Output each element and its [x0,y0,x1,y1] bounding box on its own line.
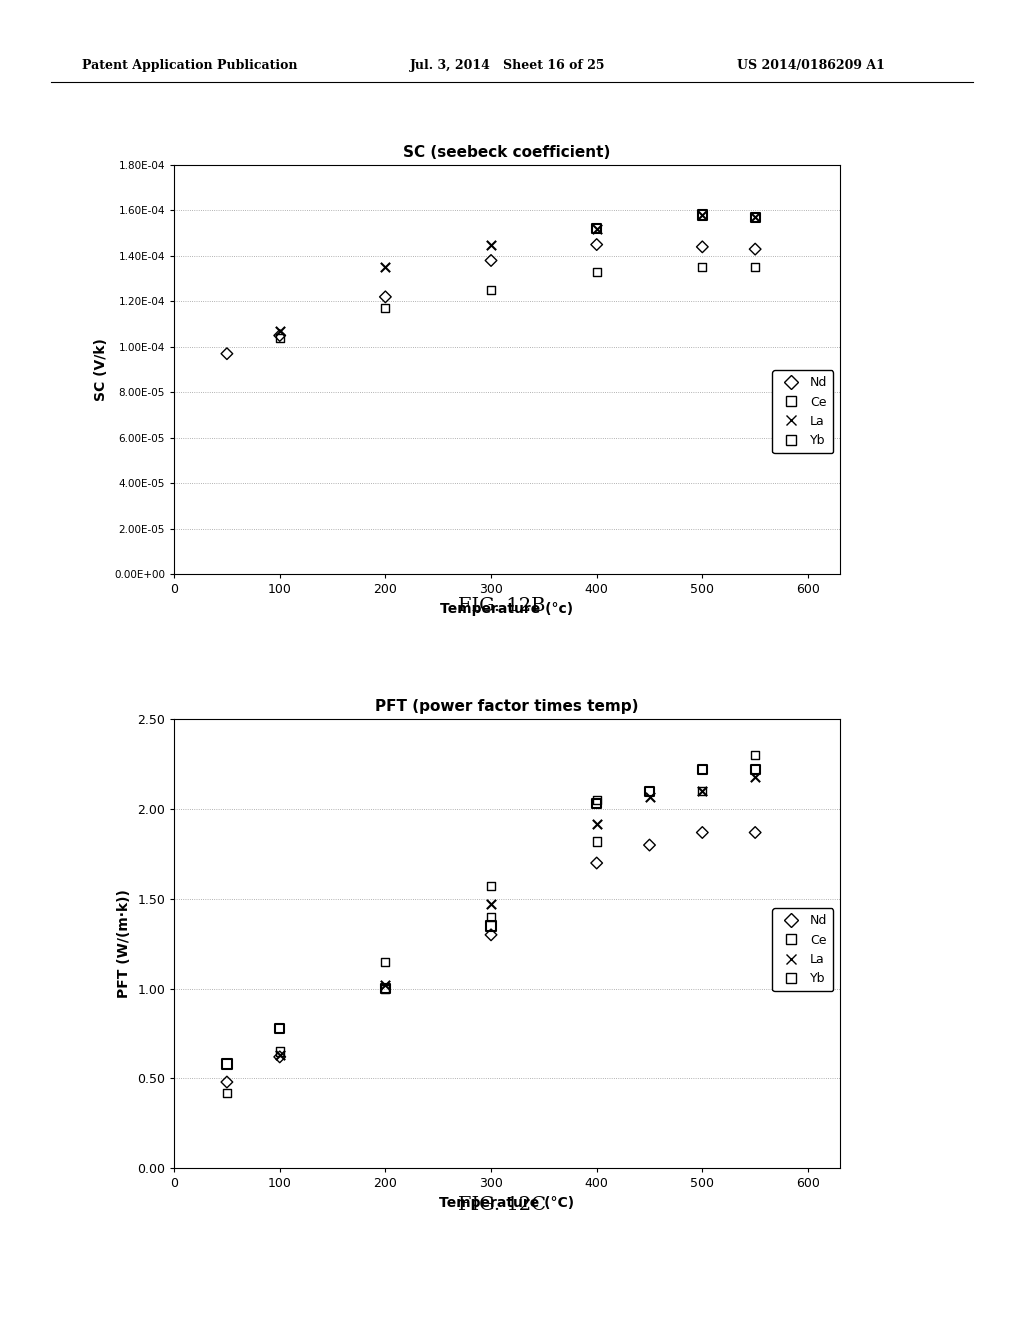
Point [483,907,500,928]
Point [589,218,605,239]
Point [746,759,763,780]
Point [746,822,763,843]
Point [483,234,500,255]
Point [219,1072,236,1093]
Point [219,1053,236,1074]
Point [746,767,763,788]
Point [271,327,288,348]
Point [377,286,393,308]
Point [589,793,605,814]
Point [694,780,711,801]
Point [746,744,763,766]
Point [589,234,605,255]
Point [271,1018,288,1039]
Point [589,261,605,282]
Point [694,256,711,279]
Point [483,249,500,271]
Point [589,853,605,874]
Point [377,978,393,999]
Point [694,205,711,226]
Point [589,789,605,810]
Point [271,1041,288,1063]
Text: FIG. 12C: FIG. 12C [458,1196,546,1214]
Point [219,343,236,364]
Point [271,1047,288,1068]
Point [746,239,763,260]
Point [271,1044,288,1065]
Point [377,256,393,279]
Y-axis label: PFT (W/(m·k)): PFT (W/(m·k)) [118,890,131,998]
Text: US 2014/0186209 A1: US 2014/0186209 A1 [737,59,885,73]
Point [694,205,711,226]
Title: SC (seebeck coefficient): SC (seebeck coefficient) [403,145,610,160]
Point [746,256,763,279]
Legend: Nd, Ce, La, Yb: Nd, Ce, La, Yb [772,370,834,453]
Point [271,321,288,342]
Point [483,894,500,915]
Point [694,236,711,257]
Point [377,298,393,319]
Point [483,280,500,301]
Text: Jul. 3, 2014   Sheet 16 of 25: Jul. 3, 2014 Sheet 16 of 25 [410,59,605,73]
Point [694,759,711,780]
Point [694,822,711,843]
Point [589,813,605,834]
Point [589,830,605,851]
Point [746,207,763,228]
Point [377,952,393,973]
X-axis label: Temperature (°c): Temperature (°c) [440,602,573,616]
Point [694,780,711,801]
Point [589,218,605,239]
Point [271,325,288,346]
Text: Patent Application Publication: Patent Application Publication [82,59,297,73]
X-axis label: Temperature (°C): Temperature (°C) [439,1196,574,1210]
Point [219,1082,236,1104]
Point [641,780,657,801]
Point [483,915,500,936]
Y-axis label: SC (V/k): SC (V/k) [94,338,109,401]
Title: PFT (power factor times temp): PFT (power factor times temp) [375,700,639,714]
Point [377,974,393,995]
Point [483,875,500,896]
Point [377,978,393,999]
Point [746,207,763,228]
Text: FIG. 12B: FIG. 12B [458,597,546,615]
Point [641,785,657,807]
Point [483,924,500,945]
Point [641,834,657,855]
Legend: Nd, Ce, La, Yb: Nd, Ce, La, Yb [772,908,834,991]
